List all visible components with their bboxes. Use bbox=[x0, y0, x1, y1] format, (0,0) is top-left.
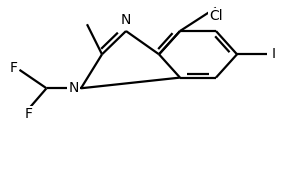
Text: N: N bbox=[68, 81, 79, 95]
Text: F: F bbox=[10, 61, 18, 75]
Text: Cl: Cl bbox=[209, 10, 223, 23]
Text: F: F bbox=[25, 107, 32, 121]
Text: I: I bbox=[272, 47, 275, 61]
Text: N: N bbox=[121, 13, 131, 27]
